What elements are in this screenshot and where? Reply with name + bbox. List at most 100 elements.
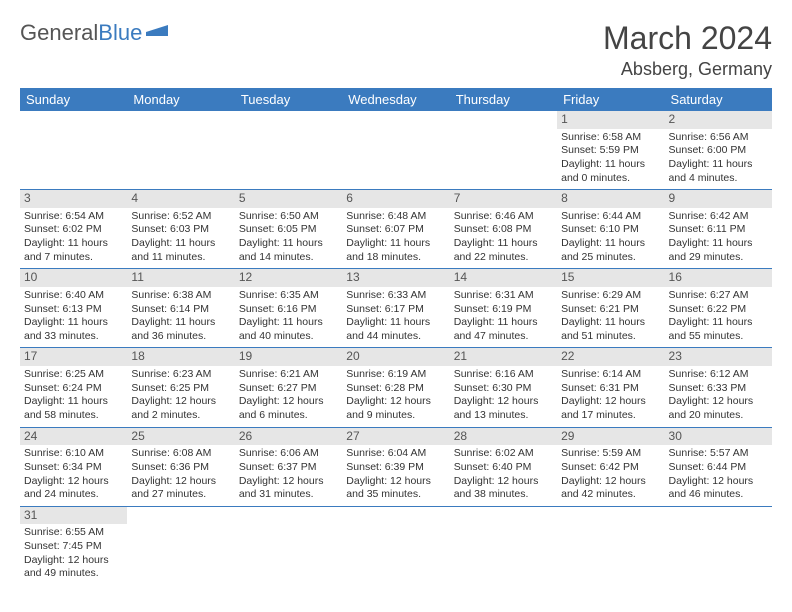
daylight-line: Daylight: 12 hours and 2 minutes. [131,395,230,422]
daylight-line: Daylight: 11 hours and 44 minutes. [346,316,445,343]
day-cell: 29Sunrise: 5:59 AMSunset: 6:42 PMDayligh… [557,427,664,506]
sunset-line: Sunset: 6:14 PM [131,303,230,317]
week-row: 1Sunrise: 6:58 AMSunset: 5:59 PMDaylight… [20,111,772,190]
day-cell: 24Sunrise: 6:10 AMSunset: 6:34 PMDayligh… [20,427,127,506]
day-cell: 16Sunrise: 6:27 AMSunset: 6:22 PMDayligh… [665,269,772,348]
day-cell: 5Sunrise: 6:50 AMSunset: 6:05 PMDaylight… [235,190,342,269]
day-number: 18 [127,348,234,366]
daylight-line: Daylight: 11 hours and 22 minutes. [454,237,553,264]
day-number: 15 [557,269,664,287]
sunrise-line: Sunrise: 6:40 AM [24,289,123,303]
day-header: Monday [127,88,234,111]
day-header: Saturday [665,88,772,111]
day-cell: 31Sunrise: 6:55 AMSunset: 7:45 PMDayligh… [20,506,127,585]
sunrise-line: Sunrise: 6:56 AM [669,131,768,145]
day-cell [235,111,342,190]
day-cell: 20 Sunrise: 6:19 AMSunset: 6:28 PMDayligh… [342,348,449,427]
sunrise-line: Sunrise: 6:58 AM [561,131,660,145]
day-number: 25 [127,428,234,446]
sunset-line: Sunset: 6:39 PM [346,461,445,475]
daylight-line: Daylight: 12 hours and 46 minutes. [669,475,768,502]
day-number: 3 [20,190,127,208]
sunrise-line: Sunrise: 6:19 AM [346,368,445,382]
daylight-line: Daylight: 11 hours and 25 minutes. [561,237,660,264]
daylight-line: Daylight: 11 hours and 47 minutes. [454,316,553,343]
day-cell [20,111,127,190]
sunset-line: Sunset: 6:13 PM [24,303,123,317]
day-cell: 21Sunrise: 6:16 AMSunset: 6:30 PMDayligh… [450,348,557,427]
sunrise-line: Sunrise: 6:06 AM [239,447,338,461]
day-cell: 12Sunrise: 6:35 AMSunset: 6:16 PMDayligh… [235,269,342,348]
daylight-line: Daylight: 11 hours and 40 minutes. [239,316,338,343]
day-number: 4 [127,190,234,208]
sunrise-line: Sunrise: 6:54 AM [24,210,123,224]
day-cell: 6Sunrise: 6:48 AMSunset: 6:07 PMDaylight… [342,190,449,269]
sunrise-line: Sunrise: 5:57 AM [669,447,768,461]
day-number: 7 [450,190,557,208]
day-header: Tuesday [235,88,342,111]
day-cell [127,111,234,190]
calendar-body: 1Sunrise: 6:58 AMSunset: 5:59 PMDaylight… [20,111,772,585]
daylight-line: Daylight: 12 hours and 9 minutes. [346,395,445,422]
day-number: 21 [450,348,557,366]
day-cell: 28Sunrise: 6:02 AMSunset: 6:40 PMDayligh… [450,427,557,506]
month-title: March 2024 [603,20,772,57]
day-cell: 1Sunrise: 6:58 AMSunset: 5:59 PMDaylight… [557,111,664,190]
sunrise-line: Sunrise: 6:08 AM [131,447,230,461]
day-number: 12 [235,269,342,287]
day-cell: 4 Sunrise: 6:52 AMSunset: 6:03 PMDaylight… [127,190,234,269]
day-cell: 27Sunrise: 6:04 AMSunset: 6:39 PMDayligh… [342,427,449,506]
sunrise-line: Sunrise: 6:33 AM [346,289,445,303]
sunrise-line: Sunrise: 6:23 AM [131,368,230,382]
day-header: Friday [557,88,664,111]
sunset-line: Sunset: 6:24 PM [24,382,123,396]
sunrise-line: Sunrise: 6:35 AM [239,289,338,303]
sunrise-line: Sunrise: 6:12 AM [669,368,768,382]
day-cell: 2Sunrise: 6:56 AMSunset: 6:00 PMDaylight… [665,111,772,190]
sunset-line: Sunset: 6:42 PM [561,461,660,475]
day-number: 23 [665,348,772,366]
header-row: SundayMondayTuesdayWednesdayThursdayFrid… [20,88,772,111]
day-cell: 22Sunrise: 6:14 AMSunset: 6:31 PMDayligh… [557,348,664,427]
sunset-line: Sunset: 6:17 PM [346,303,445,317]
day-cell [235,506,342,585]
sunset-line: Sunset: 6:27 PM [239,382,338,396]
day-number: 19 [235,348,342,366]
daylight-line: Daylight: 12 hours and 13 minutes. [454,395,553,422]
daylight-line: Daylight: 11 hours and 18 minutes. [346,237,445,264]
day-cell: 9Sunrise: 6:42 AMSunset: 6:11 PMDaylight… [665,190,772,269]
day-cell [342,111,449,190]
week-row: 17Sunrise: 6:25 AMSunset: 6:24 PMDayligh… [20,348,772,427]
sunrise-line: Sunrise: 6:21 AM [239,368,338,382]
day-number: 22 [557,348,664,366]
sunset-line: Sunset: 6:03 PM [131,223,230,237]
daylight-line: Daylight: 11 hours and 51 minutes. [561,316,660,343]
week-row: 31Sunrise: 6:55 AMSunset: 7:45 PMDayligh… [20,506,772,585]
day-number: 8 [557,190,664,208]
daylight-line: Daylight: 11 hours and 11 minutes. [131,237,230,264]
week-row: 3Sunrise: 6:54 AMSunset: 6:02 PMDaylight… [20,190,772,269]
day-number: 6 [342,190,449,208]
sunrise-line: Sunrise: 6:52 AM [131,210,230,224]
day-cell: 25Sunrise: 6:08 AMSunset: 6:36 PMDayligh… [127,427,234,506]
header: GeneralBlue March 2024 Absberg, Germany [20,20,772,80]
title-block: March 2024 Absberg, Germany [603,20,772,80]
sunset-line: Sunset: 6:36 PM [131,461,230,475]
logo: GeneralBlue [20,20,172,46]
daylight-line: Daylight: 11 hours and 33 minutes. [24,316,123,343]
daylight-line: Daylight: 11 hours and 7 minutes. [24,237,123,264]
daylight-line: Daylight: 11 hours and 36 minutes. [131,316,230,343]
day-number: 14 [450,269,557,287]
day-cell [665,506,772,585]
day-number: 31 [20,507,127,525]
logo-text-1: General [20,20,98,46]
sunset-line: Sunset: 6:08 PM [454,223,553,237]
daylight-line: Daylight: 12 hours and 38 minutes. [454,475,553,502]
sunset-line: Sunset: 6:05 PM [239,223,338,237]
daylight-line: Daylight: 12 hours and 42 minutes. [561,475,660,502]
sunrise-line: Sunrise: 6:46 AM [454,210,553,224]
day-number: 20 [342,348,449,366]
sunrise-line: Sunrise: 6:29 AM [561,289,660,303]
sunset-line: Sunset: 6:30 PM [454,382,553,396]
sunset-line: Sunset: 6:28 PM [346,382,445,396]
